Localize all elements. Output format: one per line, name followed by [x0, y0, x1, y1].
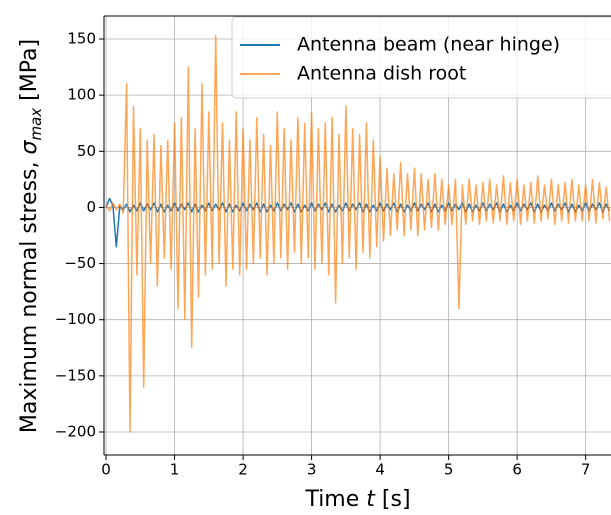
- x-tick-label: 4: [375, 461, 385, 479]
- x-tick-label: 7: [581, 461, 591, 479]
- axes: 0 1 2 3 4 5 6 7 −200 −150 −100 −50 0 50 100 150: [55, 15, 611, 479]
- y-tick-label: −50: [64, 254, 96, 272]
- y-tick-label: −200: [55, 422, 96, 440]
- legend: Antenna beam (near hinge) Antenna dish ro…: [231, 16, 611, 99]
- y-label-unit: [MPa]: [17, 39, 42, 108]
- y-axis-label: Maximum normal stress, σmax [MPa]: [17, 39, 45, 433]
- y-tick-label: 150: [67, 30, 96, 48]
- x-axis-label: Time t [s]: [304, 487, 410, 512]
- series-line: [105, 34, 611, 433]
- y-tick-label: −100: [55, 310, 96, 328]
- x-tick-label: 1: [170, 461, 180, 479]
- x-tick-label: 2: [238, 461, 248, 479]
- y-label-symbol: σ: [17, 139, 42, 154]
- x-label-text: Time: [304, 487, 366, 512]
- x-tick-label: 0: [101, 461, 111, 479]
- plot-area: [105, 34, 611, 433]
- legend-label: Antenna beam (near hinge): [297, 34, 560, 56]
- x-tick-label: 3: [307, 461, 317, 479]
- y-tick-label: 50: [77, 142, 96, 160]
- legend-box: [231, 16, 611, 99]
- x-label-symbol: t: [366, 487, 376, 512]
- y-tick-label: 100: [67, 86, 96, 104]
- y-label-text: Maximum normal stress,: [17, 154, 42, 433]
- x-label-unit: [s]: [375, 487, 411, 512]
- x-tick-label: 5: [444, 461, 454, 479]
- y-label-subscript: max: [27, 108, 45, 141]
- legend-label: Antenna dish root: [297, 63, 466, 85]
- x-tick-label: 6: [512, 461, 522, 479]
- y-tick-label: −150: [55, 366, 96, 384]
- y-tick-label: 0: [86, 198, 96, 216]
